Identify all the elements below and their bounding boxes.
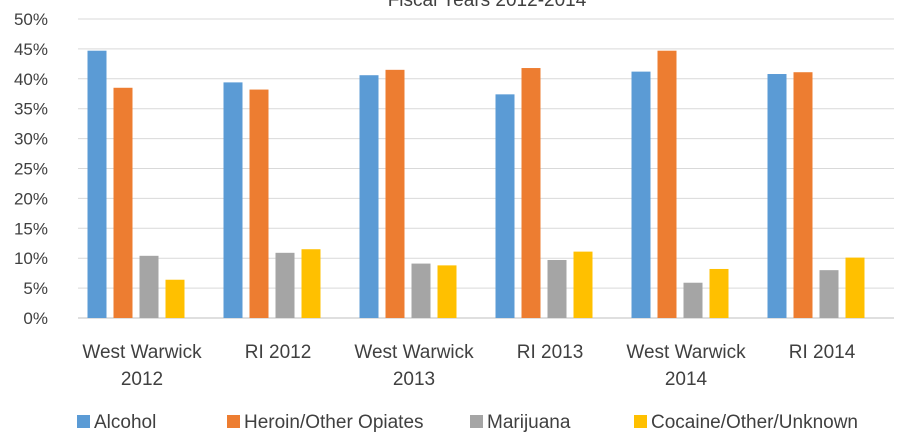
y-tick-label: 0%	[23, 309, 48, 328]
bar	[437, 265, 457, 318]
bar	[359, 75, 379, 318]
y-tick-label: 45%	[14, 40, 48, 59]
bar	[165, 279, 185, 318]
bar	[223, 82, 243, 318]
bar	[683, 282, 703, 318]
x-tick-label: RI 2013	[517, 342, 584, 363]
y-tick-label: 25%	[14, 160, 48, 179]
bar	[275, 252, 295, 318]
y-tick-label: 50%	[14, 10, 48, 29]
y-tick-label: 35%	[14, 100, 48, 119]
x-tick-label: West Warwick 2013	[354, 342, 474, 390]
bar	[139, 255, 159, 318]
x-tick-label: West Warwick 2014	[626, 342, 746, 390]
bar	[793, 72, 813, 318]
legend-label: Heroin/Other Opiates	[244, 412, 424, 433]
x-tick-label: RI 2014	[789, 342, 856, 363]
bar	[767, 74, 787, 319]
y-tick-label: 10%	[14, 249, 48, 268]
bars-layer	[87, 50, 865, 319]
bar	[573, 251, 593, 318]
legend-swatch	[634, 415, 647, 428]
bar	[521, 68, 541, 318]
bar	[113, 87, 133, 319]
x-tick-label: RI 2012	[245, 342, 312, 363]
y-tick-label: 40%	[14, 70, 48, 89]
bar	[819, 270, 839, 318]
grid-layer	[78, 18, 894, 319]
y-tick-label: 5%	[23, 279, 48, 298]
legend-label: Alcohol	[94, 412, 156, 433]
legend-swatch	[227, 415, 240, 428]
bar	[709, 268, 729, 318]
bar	[845, 257, 865, 318]
bar	[547, 259, 567, 318]
legend-swatch	[470, 415, 483, 428]
bar	[301, 249, 321, 318]
legend-swatch	[77, 415, 90, 428]
bar	[657, 50, 677, 318]
y-tick-label: 15%	[14, 219, 48, 238]
axis-layer: 0% 5% 10% 15% 20% 25% 30% 35% 40% 45% 50% West Warw…	[14, 10, 856, 390]
y-tick-label: 20%	[14, 189, 48, 208]
legend-label: Marijuana	[487, 412, 571, 433]
bar	[87, 50, 107, 318]
y-tick-label: 30%	[14, 130, 48, 149]
bar	[385, 69, 405, 318]
chart-title: Fiscal Years 2012-2014	[388, 0, 587, 11]
bar	[249, 89, 269, 319]
legend: Alcohol Heroin/Other Opiates Marijuana Coca…	[77, 412, 858, 433]
bar	[495, 94, 515, 319]
x-tick-label: West Warwick 2012	[82, 342, 202, 390]
bar	[631, 71, 651, 319]
bar	[411, 263, 431, 318]
legend-label: Cocaine/Other/Unknown	[651, 412, 858, 433]
